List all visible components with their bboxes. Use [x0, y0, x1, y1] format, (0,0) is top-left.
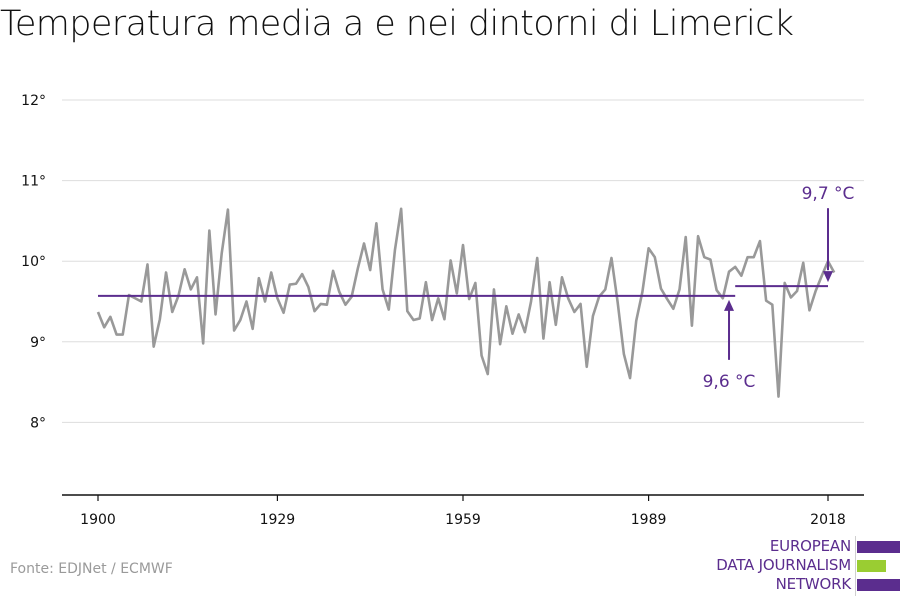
temperature-series	[96, 207, 836, 398]
logo-divider	[855, 536, 856, 596]
logo-line-3: NETWORK	[775, 575, 852, 593]
logo-bar-purple-1	[857, 541, 900, 553]
y-tick-label: 10°	[21, 254, 46, 270]
logo-line-1: EUROPEAN	[769, 537, 851, 555]
y-tick-label: 11°	[21, 174, 46, 190]
edjnet-logo[interactable]: EUROPEAN DATA JOURNALISM NETWORK	[709, 536, 900, 596]
annotation-label-1: 9,7 °C	[802, 184, 855, 204]
chart-title: Temperatura media a e nei dintorni di Li…	[0, 4, 794, 44]
series-line-0	[96, 207, 836, 398]
logo-bar-purple-2	[857, 579, 900, 591]
x-tick-label: 1959	[445, 512, 481, 528]
annotation-label-0: 9,6 °C	[703, 372, 756, 392]
y-tick-label: 9°	[30, 335, 46, 351]
logo-text: EUROPEAN DATA JOURNALISM NETWORK	[716, 537, 851, 594]
y-tick-label: 12°	[21, 93, 46, 109]
mean-reference-lines	[98, 285, 828, 297]
annotation-arrowhead-1	[823, 271, 833, 283]
source-note: Fonte: EDJNet / ECMWF	[10, 561, 173, 577]
x-tick-label: 1989	[631, 512, 667, 528]
x-tick-label: 2018	[810, 512, 846, 528]
annotations: 9,6 °C 9,7 °C	[703, 184, 855, 392]
gridlines	[62, 99, 864, 423]
annotation-arrowhead-0	[724, 299, 735, 311]
x-axis: 1900 1929 1959 1989 2018	[62, 494, 864, 528]
y-axis-tick-labels: 8° 9° 10° 11° 12°	[21, 93, 46, 431]
x-tick-label: 1900	[80, 512, 116, 528]
y-tick-label: 8°	[30, 415, 46, 431]
logo-bar-green	[857, 560, 886, 572]
x-tick-label: 1929	[260, 512, 296, 528]
logo-line-2: DATA JOURNALISM	[716, 556, 851, 574]
